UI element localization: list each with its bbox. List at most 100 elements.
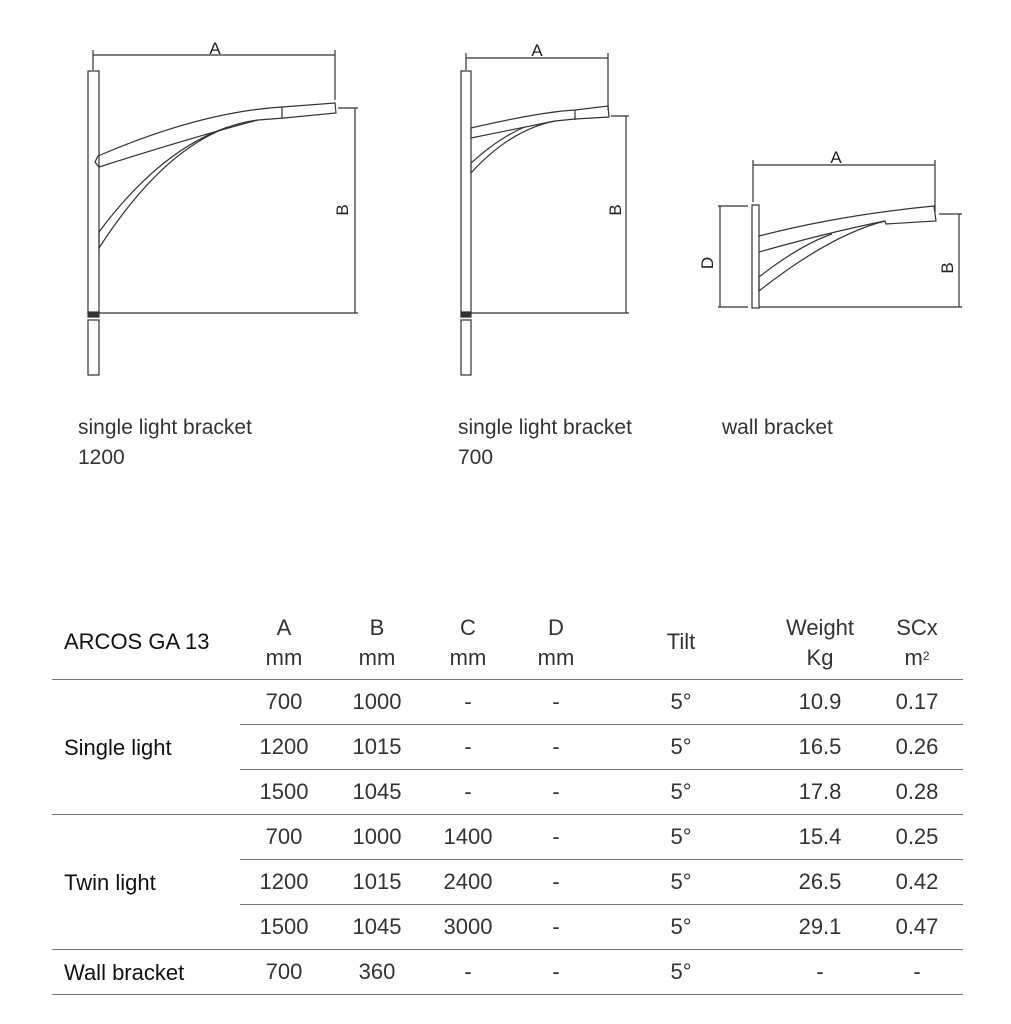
header-bottom: mm <box>358 645 396 670</box>
header-top: SCx <box>896 615 938 640</box>
table-cell: 26.5 <box>798 869 842 894</box>
dim-label-b: B <box>938 262 957 274</box>
table-cell: 5° <box>670 734 692 759</box>
table-cell: 0.47 <box>895 914 939 939</box>
dim-label-a: A <box>209 39 221 58</box>
table-cell: 29.1 <box>798 914 842 939</box>
table-cell: 17.8 <box>798 779 842 804</box>
caption-line: single light bracket <box>78 416 252 439</box>
table-cell: 10.9 <box>798 689 842 714</box>
header-top: B <box>369 615 385 640</box>
header-bottom: mm <box>537 645 575 670</box>
table-cell: - <box>552 914 560 939</box>
bracket-drawings <box>87 50 962 376</box>
table-cell: 15.4 <box>798 824 842 849</box>
header-bottom: mm <box>449 645 487 670</box>
header-top: D <box>548 615 564 640</box>
header-top: C <box>460 615 476 640</box>
table-cell: 360 <box>358 959 396 984</box>
table-cell: 1500 <box>259 779 309 804</box>
caption-wall-bracket: wall bracket <box>722 413 833 443</box>
header-bottom: mm <box>265 645 303 670</box>
table-cell: 1015 <box>352 734 402 759</box>
dim-label-b: B <box>333 204 352 216</box>
table-cell: 5° <box>670 869 692 894</box>
table-cell: 700 <box>265 959 303 984</box>
dim-label-a: A <box>531 41 543 60</box>
table-cell: 700 <box>265 824 303 849</box>
table-cell: - <box>913 959 921 984</box>
table-cell: 0.25 <box>895 824 939 849</box>
table-cell: 0.28 <box>895 779 939 804</box>
caption-line: single light bracket <box>458 416 632 439</box>
group-divider <box>52 814 963 815</box>
table-cell: 1400 <box>443 824 493 849</box>
header-bottom: Kg <box>806 645 834 670</box>
table-cell: - <box>552 779 560 804</box>
row-divider <box>240 769 963 770</box>
table-cell: - <box>464 689 472 714</box>
column-header: SCx m2 <box>872 613 962 673</box>
group-label: Wall bracket <box>64 959 185 985</box>
dim-label-a: A <box>830 148 842 167</box>
header-top: Tilt <box>666 629 696 654</box>
header-top: A <box>276 615 292 640</box>
group-divider <box>52 949 963 950</box>
table-cell: - <box>464 959 472 984</box>
caption-line: wall bracket <box>722 416 833 439</box>
group-divider <box>52 994 963 995</box>
table-cell: 1045 <box>352 779 402 804</box>
table-cell: 5° <box>670 779 692 804</box>
table-cell: - <box>552 824 560 849</box>
table-cell: 1015 <box>352 869 402 894</box>
header-sup: 2 <box>922 649 930 663</box>
caption-line: 1200 <box>78 446 125 469</box>
table-cell: 1200 <box>259 734 309 759</box>
table-cell: - <box>464 734 472 759</box>
row-divider <box>240 859 963 860</box>
drawing-single-light-700 <box>460 53 629 376</box>
caption-single-light-1200: single light bracket 1200 <box>78 413 252 473</box>
header-top: Weight <box>785 615 855 640</box>
table-cell: 5° <box>670 824 692 849</box>
group-label: Single light <box>64 734 172 760</box>
row-divider <box>240 904 963 905</box>
table-cell: 0.17 <box>895 689 939 714</box>
table-cell: 5° <box>670 959 692 984</box>
table-cell: 5° <box>670 689 692 714</box>
column-header: Weight Kg <box>775 613 865 673</box>
header-bottom: m2 <box>904 645 930 670</box>
table-cell: 1200 <box>259 869 309 894</box>
table-cell: 0.26 <box>895 734 939 759</box>
drawing-wall-bracket <box>718 160 962 309</box>
table-cell: 1000 <box>352 689 402 714</box>
header-divider <box>52 679 963 680</box>
dim-label-d: D <box>698 256 717 270</box>
row-divider <box>240 724 963 725</box>
table-cell: - <box>552 689 560 714</box>
table-cell: 1000 <box>352 824 402 849</box>
table-cell: 16.5 <box>798 734 842 759</box>
table-cell: - <box>552 959 560 984</box>
caption-line: 700 <box>458 446 494 469</box>
dim-label-b: B <box>606 204 625 216</box>
table-cell: 1500 <box>259 914 309 939</box>
group-label: Twin light <box>64 869 156 895</box>
table-title: ARCOS GA 13 <box>64 629 210 654</box>
table-cell: 2400 <box>443 869 493 894</box>
table-cell: - <box>464 779 472 804</box>
table-cell: 0.42 <box>895 869 939 894</box>
drawing-single-light-1200 <box>87 50 358 376</box>
column-header: Tilt <box>636 627 726 657</box>
table-cell: - <box>552 734 560 759</box>
table-cell: 1045 <box>352 914 402 939</box>
caption-single-light-700: single light bracket 700 <box>458 413 632 473</box>
table-cell: 5° <box>670 914 692 939</box>
table-cell: 700 <box>265 689 303 714</box>
table-cell: - <box>552 869 560 894</box>
table-cell: - <box>816 959 824 984</box>
